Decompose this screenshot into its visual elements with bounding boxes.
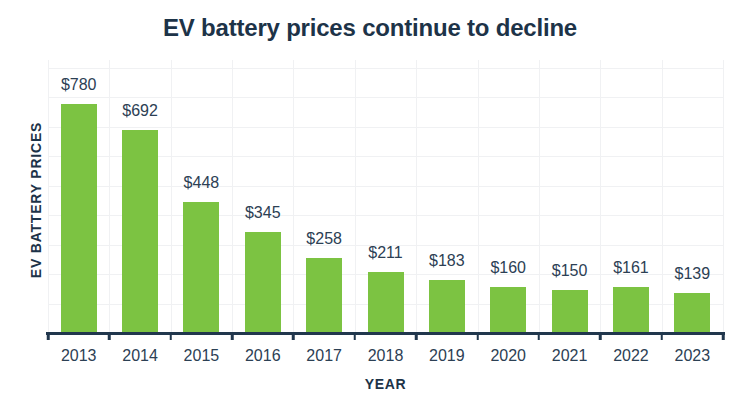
bar-2013 [61, 104, 97, 334]
x-axis-labels: 2013 2014 2015 2016 2017 2018 2019 2020 2021 2022… [48, 347, 723, 367]
bar-value-label: $183 [429, 252, 465, 270]
x-tick-label: 2014 [122, 347, 158, 365]
bar-2023 [674, 293, 710, 334]
x-tick-label: 2019 [429, 347, 465, 365]
x-tick-label: 2021 [552, 347, 588, 365]
chart-container: EV battery prices continue to decline EV… [0, 0, 740, 420]
plot-area: $780 $692 $448 $345 $258 $211 $183 $160 $150 $161… [48, 60, 723, 334]
x-axis-tick [354, 332, 357, 340]
x-axis-tick [660, 332, 663, 340]
x-tick-label: 2017 [306, 347, 342, 365]
bar-2021 [552, 290, 588, 334]
x-tick-label: 2015 [184, 347, 220, 365]
x-tick-label: 2023 [675, 347, 711, 365]
x-axis-tick [231, 332, 234, 340]
x-axis-tick [292, 332, 295, 340]
x-axis-tick [47, 332, 50, 340]
x-tick-label: 2020 [490, 347, 526, 365]
x-tick-label: 2013 [61, 347, 97, 365]
x-axis-tick [415, 332, 418, 340]
x-axis-tick [169, 332, 172, 340]
bar-2020 [490, 287, 526, 334]
bar-value-label: $161 [613, 259, 649, 277]
bar-2017 [306, 258, 342, 334]
gridline-vertical [723, 60, 724, 334]
bar-value-label: $211 [368, 244, 402, 262]
x-axis-tick [108, 332, 111, 340]
x-tick-label: 2018 [368, 347, 404, 365]
x-axis-line [46, 332, 725, 335]
x-axis-tick [599, 332, 602, 340]
bar-value-label: $160 [490, 259, 526, 277]
bar-value-label: $345 [245, 204, 281, 222]
bar-value-label: $692 [122, 102, 158, 120]
bar-value-label: $448 [184, 174, 220, 192]
bar-value-label: $780 [61, 76, 97, 94]
bar-value-label: $258 [306, 230, 342, 248]
bar-2014 [122, 130, 158, 334]
x-axis-tick [538, 332, 541, 340]
bar-2016 [245, 232, 281, 334]
y-axis-title: EV BATTERY PRICES [28, 122, 44, 278]
x-axis-tick [476, 332, 479, 340]
x-tick-label: 2022 [613, 347, 649, 365]
x-axis-tick [722, 332, 725, 340]
x-tick-label: 2016 [245, 347, 281, 365]
bar-value-label: $139 [675, 265, 711, 283]
bar-2022 [613, 287, 649, 334]
bar-2019 [429, 280, 465, 334]
chart-title: EV battery prices continue to decline [0, 14, 740, 42]
bars-layer: $780 $692 $448 $345 $258 $211 $183 $160 $150 $161… [48, 60, 723, 334]
bar-2015 [183, 202, 219, 334]
x-axis-title: YEAR [48, 376, 723, 392]
bar-value-label: $150 [552, 262, 588, 280]
bar-2018 [368, 272, 404, 334]
